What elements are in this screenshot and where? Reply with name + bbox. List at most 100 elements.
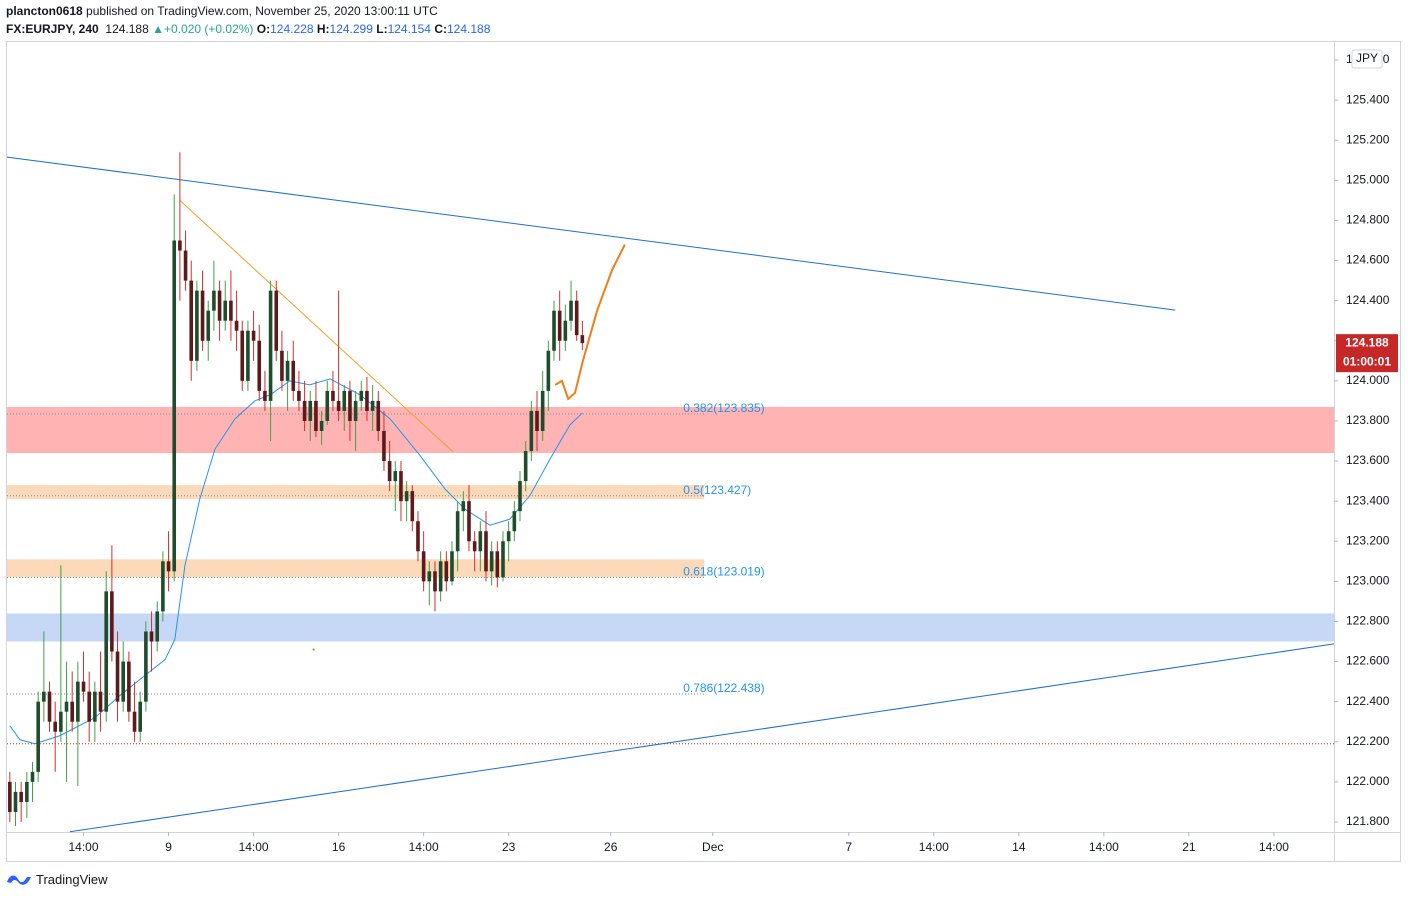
candle-body — [455, 511, 460, 552]
candle-body — [529, 410, 534, 452]
candle-body — [291, 360, 296, 391]
candle-body — [387, 461, 392, 482]
candle-body — [523, 451, 528, 482]
candle-body — [155, 611, 160, 642]
x-tick-label: 14:00 — [239, 840, 269, 854]
candle-body — [263, 390, 267, 401]
candle-body — [59, 711, 63, 732]
y-tick-label: 124.400 — [1346, 293, 1390, 307]
high-label: H: — [316, 22, 330, 36]
x-tick-label: 21 — [1182, 840, 1196, 854]
x-tick-label: 14:00 — [69, 840, 99, 854]
candle-body — [433, 571, 437, 592]
y-tick-label: 125.000 — [1346, 173, 1390, 187]
countdown: 01:00:01 — [1343, 354, 1391, 368]
y-tick-label: 123.200 — [1346, 533, 1390, 547]
candle-body — [489, 551, 494, 572]
candle-body — [353, 400, 358, 421]
candle-body — [110, 591, 114, 652]
candle-body — [557, 310, 562, 341]
candle-body — [331, 390, 335, 401]
candle-body — [178, 240, 182, 251]
candle-body — [444, 561, 449, 582]
candle-body — [393, 471, 398, 482]
candle-body — [580, 335, 585, 344]
candle-body — [149, 631, 154, 642]
fib-label: 0.5(123.427) — [683, 483, 751, 497]
candle-body — [280, 350, 284, 381]
candle-body — [336, 400, 341, 411]
y-tick-label: 125.400 — [1346, 92, 1390, 106]
candle-body — [461, 501, 466, 512]
y-tick-label: 122.600 — [1346, 654, 1390, 668]
candle-body — [297, 390, 301, 401]
candle-body — [274, 290, 279, 351]
y-tick-label: 122.800 — [1346, 614, 1390, 628]
candle-body — [552, 310, 556, 351]
candle-body — [399, 471, 403, 502]
y-tick-label: 122.200 — [1346, 734, 1390, 748]
candle-body — [30, 771, 35, 782]
y-tick-label: 123.000 — [1346, 574, 1390, 588]
footer: TradingView — [6, 871, 108, 887]
y-tick-label: 124.800 — [1346, 213, 1390, 227]
candle-body — [87, 691, 91, 722]
x-tick-label: 9 — [165, 840, 172, 854]
candle-body — [314, 400, 318, 431]
axes: 121.800 122.000 122.200 122.400 122.600 122.8… — [69, 49, 1398, 854]
y-tick-label: 124.000 — [1346, 373, 1390, 387]
x-tick-label: 26 — [604, 840, 618, 854]
brand: TradingView — [36, 871, 108, 887]
logo — [7, 875, 31, 885]
candle-body — [302, 400, 307, 421]
candle-body — [348, 390, 352, 421]
candle-body — [53, 721, 57, 732]
y-tick-label: 123.600 — [1346, 453, 1390, 467]
candle-body — [512, 511, 517, 532]
header-line-2: FX:EURJPY, 240 124.188 ▲+0.020 (+0.02%) … — [6, 22, 490, 36]
candle-body — [121, 661, 126, 702]
candle-body — [195, 290, 199, 361]
candle-body — [421, 551, 426, 582]
header-line-1: plancton0618 published on TradingView.co… — [6, 4, 438, 18]
low-label: L: — [376, 22, 388, 36]
x-tick-label: 14:00 — [1259, 840, 1289, 854]
fib-label: 0.618(123.019) — [683, 565, 764, 579]
candle-body — [36, 701, 40, 772]
fib-label: 0.786(122.438) — [683, 681, 764, 695]
trendline — [69, 643, 1335, 833]
candle-body — [132, 711, 137, 732]
published: published on TradingView.com, November 2… — [86, 4, 438, 18]
candle-body — [506, 531, 511, 542]
candle-body — [257, 340, 262, 391]
candle-body — [144, 631, 148, 702]
candle-body — [268, 290, 273, 401]
candle-body — [501, 541, 505, 578]
candle-body — [104, 591, 108, 712]
close-value: 124.188 — [446, 22, 491, 36]
candle-body — [540, 390, 545, 431]
candle-body — [161, 561, 165, 612]
low-value: 124.154 — [387, 22, 431, 36]
candle-body — [47, 691, 52, 722]
candle-body — [416, 521, 420, 552]
drawings — [6, 156, 1335, 833]
candle-body — [212, 290, 216, 311]
candle-body — [76, 681, 80, 722]
candle-body — [240, 330, 245, 381]
x-tick-label: 14:00 — [409, 840, 439, 854]
x-tick-label: 23 — [502, 840, 516, 854]
candle-body — [535, 410, 539, 431]
zones — [7, 406, 1334, 642]
y-tick-label: 121.800 — [1346, 814, 1390, 828]
last-price: 124.188 — [105, 22, 149, 36]
candle-body — [25, 781, 29, 802]
candle-body — [569, 300, 573, 321]
open-label: O: — [256, 22, 271, 36]
candle-body — [81, 681, 86, 692]
candle-body — [382, 430, 386, 462]
candle-body — [319, 420, 324, 431]
candle-body — [217, 290, 222, 321]
